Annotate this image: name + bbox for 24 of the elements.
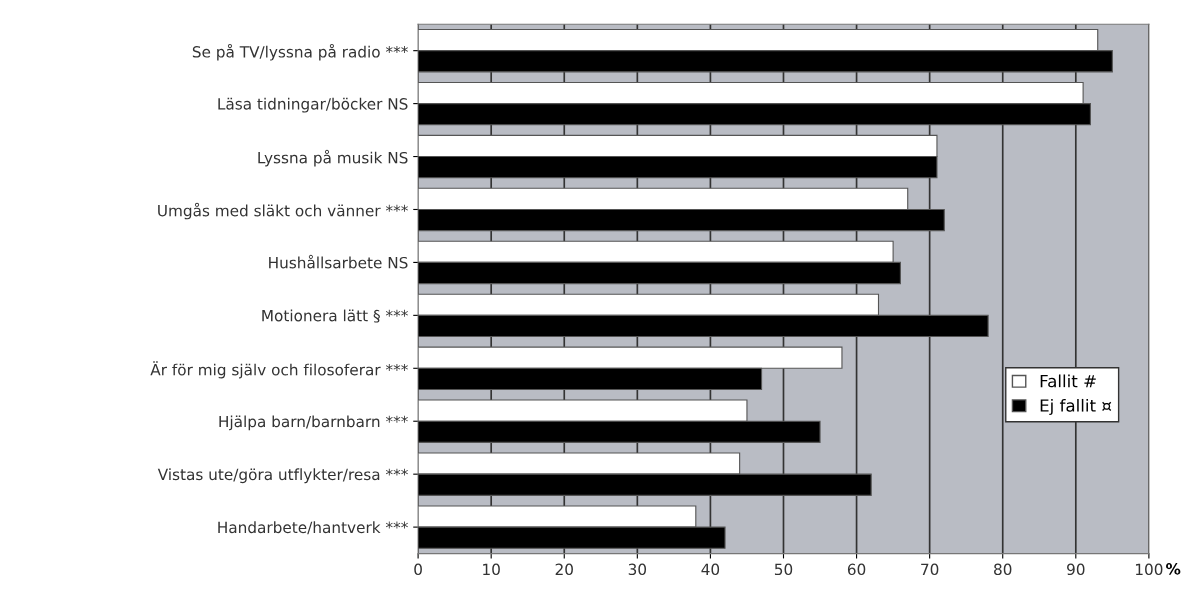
- y-tick-label: Vistas ute/göra utflykter/resa ***: [157, 468, 408, 484]
- x-tick-label: 30: [628, 563, 647, 576]
- legend-label: Fallit #: [1040, 374, 1096, 388]
- legend-label: Ej fallit ¤: [1040, 398, 1112, 416]
- y-tick-label: Motionera lätt § ***: [262, 309, 408, 323]
- y-tick-label: Lyssna på musik NS: [258, 149, 408, 167]
- x-tick-label: 60: [847, 563, 866, 576]
- x-tick-label: 80: [994, 563, 1012, 576]
- x-tick-label: 10: [483, 563, 500, 576]
- y-tick-label: Är för mig själv och filosoferar ***: [150, 361, 408, 379]
- x-tick-label: 40: [701, 563, 720, 576]
- y-tick-label: Umgås med släkt och vänner ***: [158, 202, 408, 220]
- y-tick-label: Se på TV/lyssna på radio ***: [192, 43, 408, 61]
- y-tick-label: Hushållsarbete NS: [269, 254, 408, 269]
- x-tick-label: 20: [555, 563, 573, 576]
- x-tick-label: 90: [1067, 563, 1085, 576]
- y-tick-label: Läsa tidningar/böcker NS: [218, 97, 408, 113]
- x-tick-label: 100: [1135, 563, 1163, 576]
- x-tick-label: 70: [921, 563, 939, 576]
- x-axis-title: %: [1166, 563, 1181, 575]
- y-tick-label: Handarbete/hantverk ***: [218, 521, 408, 535]
- y-tick-label: Hjälpa barn/barnbarn ***: [219, 415, 408, 431]
- x-tick-label: 0: [414, 563, 422, 576]
- x-tick-label: 50: [774, 563, 793, 576]
